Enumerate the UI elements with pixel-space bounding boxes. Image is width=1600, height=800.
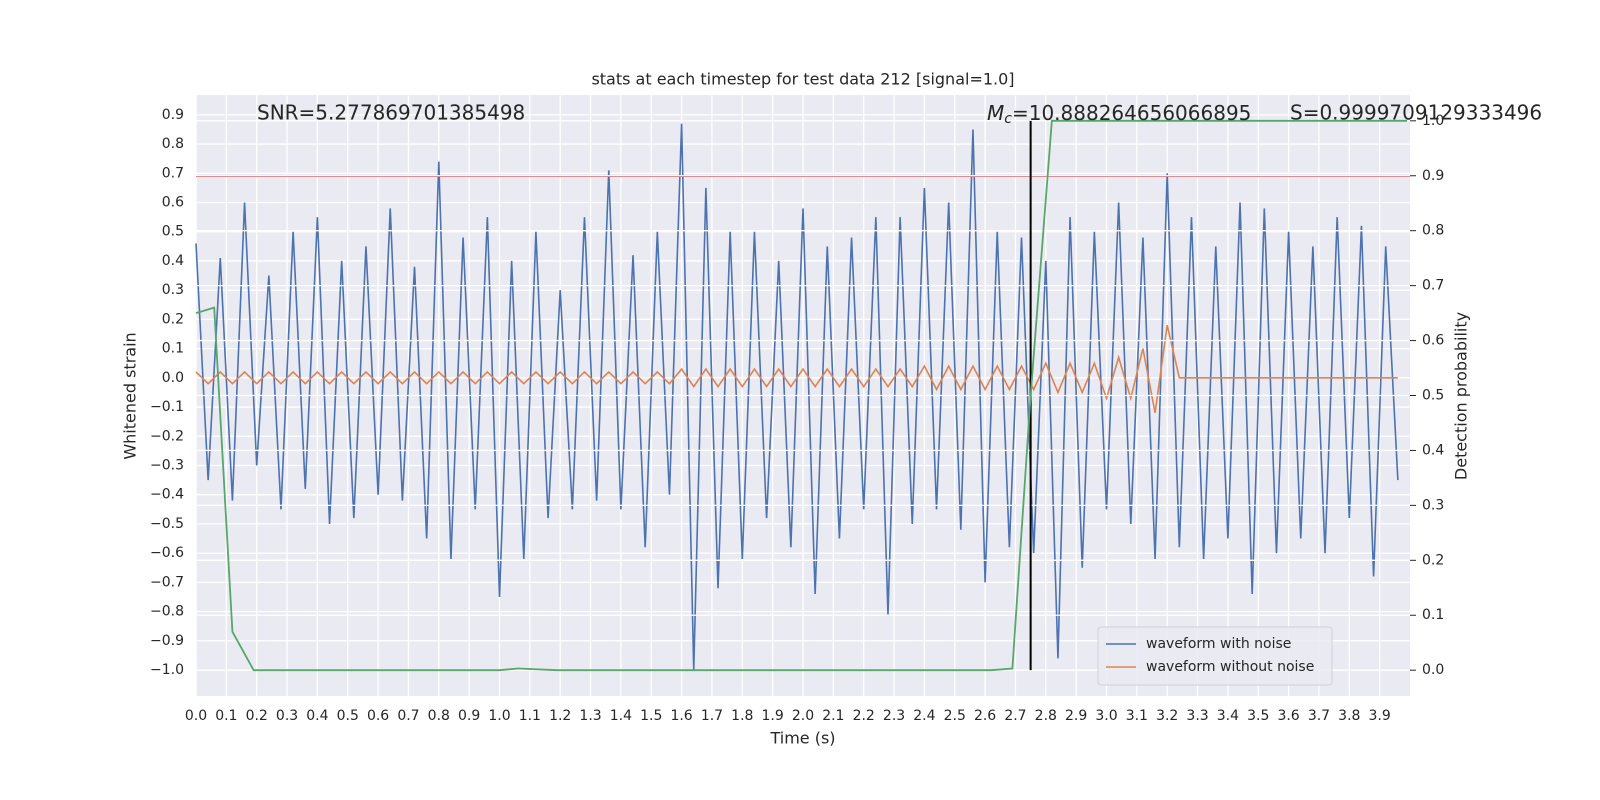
x-tick-label: 0.3: [276, 708, 298, 724]
x-tick-label: 3.5: [1247, 708, 1269, 724]
y-tick-label: 0.4: [162, 253, 184, 269]
y2-tick-label: 0.4: [1422, 442, 1444, 458]
legend-box: [1097, 626, 1333, 686]
annotation: S=0.9999709129333496: [1290, 101, 1542, 125]
annotation-text: =10.888264656066895: [1012, 101, 1251, 125]
x-tick-label: 2.5: [944, 708, 966, 724]
y-tick-label: −0.3: [150, 457, 184, 473]
y-tick-label: −0.9: [150, 633, 184, 649]
x-tick-label: 2.2: [853, 708, 875, 724]
x-tick-label: 3.7: [1308, 708, 1330, 724]
x-tick-label: 2.0: [792, 708, 814, 724]
y2-tick-label: 0.9: [1422, 168, 1444, 184]
x-tick-label: 2.8: [1035, 708, 1057, 724]
y-tick-label: 0.0: [162, 370, 184, 386]
x-tick-label: 3.9: [1369, 708, 1391, 724]
y2-axis-label: Detection probability: [1452, 312, 1471, 480]
y2-tick-label: 0.5: [1422, 388, 1444, 404]
x-tick-label: 2.1: [822, 708, 844, 724]
y2-tick-label: 1.0: [1422, 113, 1444, 129]
x-tick-label: 2.4: [913, 708, 935, 724]
y-axis-label: Whitened strain: [121, 332, 140, 459]
y-tick-label: −0.4: [150, 487, 184, 503]
x-tick-label: 3.2: [1156, 708, 1178, 724]
y-tick-label: 0.2: [162, 311, 184, 327]
x-tick-label: 0.8: [428, 708, 450, 724]
x-tick-label: 1.9: [762, 708, 784, 724]
y-tick-label: −0.7: [150, 574, 184, 590]
annotation-subscript: c: [1004, 111, 1012, 127]
y2-tick-label: 0.2: [1422, 552, 1444, 568]
y2-tick-label: 0.0: [1422, 662, 1444, 678]
x-tick-label: 2.7: [1004, 708, 1026, 724]
y-tick-label: 0.1: [162, 341, 184, 357]
probability-line: [195, 119, 1407, 672]
x-tick-label: 0.5: [337, 708, 359, 724]
x-tick-label: 1.4: [610, 708, 632, 724]
x-tick-label: 1.1: [519, 708, 541, 724]
y-tick-label: 0.5: [162, 224, 184, 240]
x-tick-label: 3.3: [1186, 708, 1208, 724]
x-tick-label: 1.8: [731, 708, 753, 724]
x-tick-label: 0.9: [458, 708, 480, 724]
y-tick-label: −0.8: [150, 604, 184, 620]
y2-tick-label: 0.7: [1422, 278, 1444, 294]
x-tick-label: 1.6: [670, 708, 692, 724]
x-tick-label: 3.8: [1338, 708, 1360, 724]
y2-tick-label: 0.8: [1422, 223, 1444, 239]
y-tick-label: −1.0: [150, 662, 184, 678]
x-tick-label: 3.0: [1095, 708, 1117, 724]
x-tick-label: 0.7: [397, 708, 419, 724]
annotation: SNR=5.277869701385498: [257, 101, 525, 125]
x-tick-label: 0.6: [367, 708, 389, 724]
legend-label: waveform without noise: [1146, 659, 1314, 675]
x-tick-label: 3.4: [1217, 708, 1239, 724]
x-tick-label: 0.0: [185, 708, 207, 724]
x-axis-label: Time (s): [769, 729, 835, 748]
y-tick-label: 0.3: [162, 282, 184, 298]
x-tick-label: 1.5: [640, 708, 662, 724]
x-tick-label: 1.7: [701, 708, 723, 724]
chart-title: stats at each timestep for test data 212…: [591, 70, 1014, 89]
series-line: [195, 325, 1398, 414]
x-tick-label: 0.4: [306, 708, 328, 724]
x-tick-label: 0.1: [215, 708, 237, 724]
x-tick-label: 3.1: [1126, 708, 1148, 724]
y-tick-label: −0.5: [150, 516, 184, 532]
y-tick-label: 0.8: [162, 136, 184, 152]
y-tick-label: −0.1: [150, 399, 184, 415]
y-tick-label: 0.7: [162, 165, 184, 181]
y-tick-label: −0.6: [150, 545, 184, 561]
y2-tick-label: 0.3: [1422, 497, 1444, 513]
y2-tick-label: 0.6: [1422, 333, 1444, 349]
annotation: Mc=10.888264656066895: [987, 101, 1251, 128]
y-tick-label: 0.9: [162, 107, 184, 123]
x-tick-label: 1.3: [579, 708, 601, 724]
y-tick-label: −0.2: [150, 428, 184, 444]
x-tick-label: 1.2: [549, 708, 571, 724]
y2-tick-label: 0.1: [1422, 607, 1444, 623]
annotation-symbol: M: [987, 101, 1004, 125]
x-tick-label: 2.9: [1065, 708, 1087, 724]
y-tick-label: 0.6: [162, 195, 184, 211]
legend-label: waveform with noise: [1146, 636, 1291, 652]
x-tick-label: 0.2: [246, 708, 268, 724]
x-tick-label: 3.6: [1277, 708, 1299, 724]
x-tick-label: 2.6: [974, 708, 996, 724]
x-tick-label: 1.0: [488, 708, 510, 724]
x-tick-label: 2.3: [883, 708, 905, 724]
